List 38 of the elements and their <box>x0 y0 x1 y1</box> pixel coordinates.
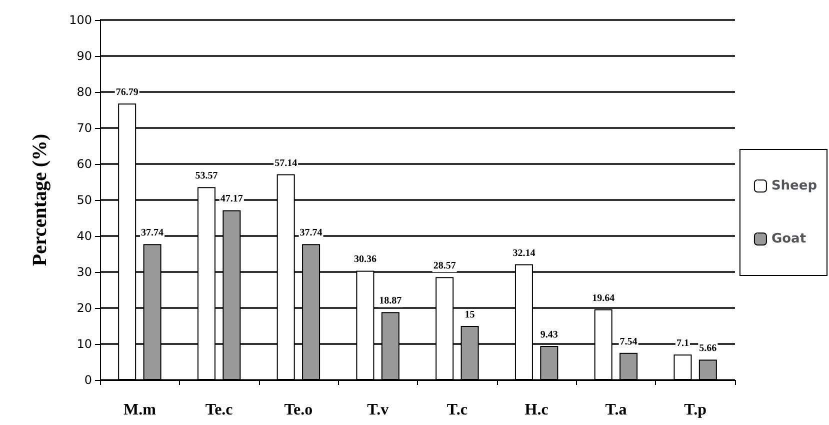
y-tick-label: 50 <box>76 193 92 207</box>
y-tick-label: 80 <box>76 85 92 99</box>
x-tick-label: T.v <box>367 402 389 418</box>
data-label: 7.1 <box>676 338 689 349</box>
y-axis-title: Percentage (%) <box>29 134 51 266</box>
data-label: 9.43 <box>540 330 558 341</box>
y-tick-label: 30 <box>76 265 92 279</box>
y-tick-label: 60 <box>76 157 92 171</box>
x-tick-label: T.c <box>446 402 468 418</box>
x-tick-label: H.c <box>524 402 548 418</box>
data-label: 53.57 <box>195 170 218 182</box>
data-label: 15 <box>464 310 475 320</box>
data-label: 28.57 <box>433 260 456 272</box>
x-tick-label: T.a <box>605 402 627 418</box>
data-label: 7.54 <box>620 336 638 348</box>
y-tick-label: 90 <box>76 49 92 63</box>
data-label: 30.36 <box>354 254 376 266</box>
data-label: 19.64 <box>592 292 615 304</box>
x-tick-label: T.p <box>684 402 707 418</box>
x-tick-label: M.m <box>123 402 157 418</box>
data-label: 37.74 <box>141 228 164 239</box>
x-tick-label: Te.c <box>205 402 233 418</box>
y-tick-label: 100 <box>69 13 92 27</box>
data-label: 57.14 <box>274 158 298 169</box>
y-tick-label: 20 <box>76 301 92 315</box>
legend-label: Goat <box>771 232 806 246</box>
y-tick-label: 0 <box>84 373 92 387</box>
legend-label: Sheep <box>771 178 818 194</box>
data-label: 18.87 <box>379 296 402 307</box>
data-label: 5.66 <box>699 343 717 354</box>
data-label: 47.17 <box>220 194 243 205</box>
x-tick-label: Te.o <box>284 402 313 418</box>
data-label: 76.79 <box>116 87 138 98</box>
y-tick-label: 40 <box>76 229 92 243</box>
y-tick-label: 10 <box>76 337 92 351</box>
data-label: 32.14 <box>512 248 536 259</box>
data-label: 37.74 <box>300 228 322 239</box>
y-tick-label: 70 <box>76 121 92 135</box>
